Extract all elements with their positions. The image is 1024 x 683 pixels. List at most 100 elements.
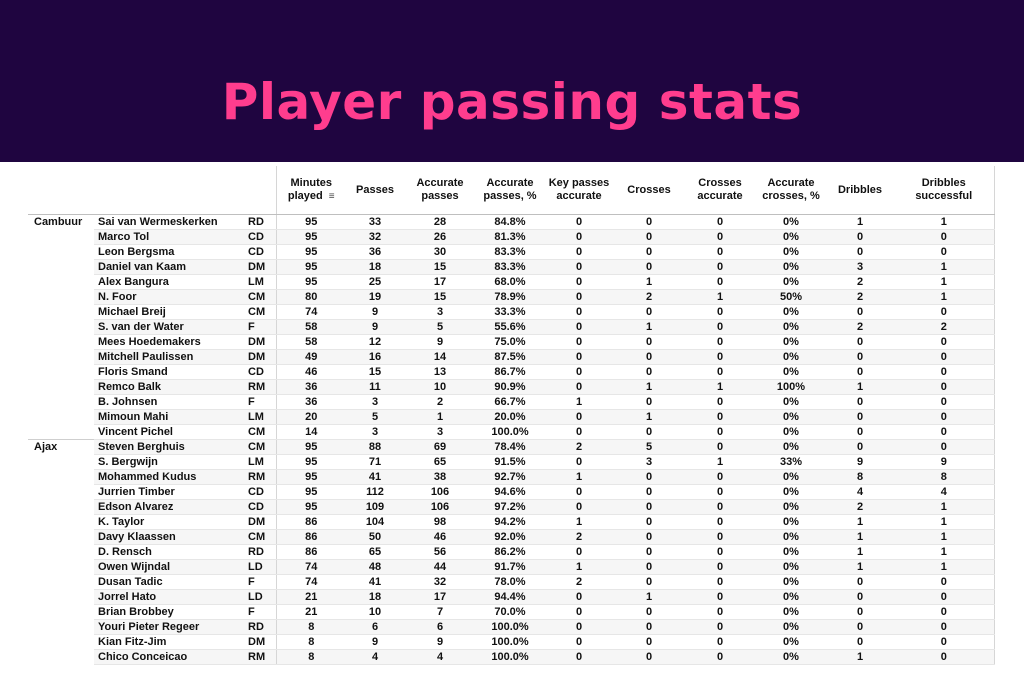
passes-cell: 112 bbox=[346, 484, 404, 500]
table-row[interactable]: Remco Balk RM 36 11 10 90.9% 0 1 1 100% 1 0 bbox=[28, 379, 995, 395]
crosses-cell: 0 bbox=[614, 349, 684, 365]
key-passes-cell: 0 bbox=[544, 349, 614, 365]
dribbles-successful-cell: 1 bbox=[894, 544, 995, 560]
table-row[interactable]: Owen Wijndal LD 74 48 44 91.7% 1 0 0 0% 1 1 bbox=[28, 559, 995, 575]
accurate-crosses-pct-cell: 0% bbox=[756, 649, 826, 665]
crosses-cell: 0 bbox=[614, 604, 684, 620]
header-accurate-passes[interactable]: Accurate passes bbox=[404, 166, 476, 215]
table-row[interactable]: K. Taylor DM 86 104 98 94.2% 1 0 0 0% 1 1 bbox=[28, 514, 995, 530]
table-row[interactable]: Cambuur Sai van Wermeskerken RD 95 33 28 84.8%… bbox=[28, 214, 995, 230]
table-row[interactable]: B. Johnsen F 36 3 2 66.7% 1 0 0 0% 0 0 bbox=[28, 394, 995, 410]
header-accurate-crosses-pct[interactable]: Accurate crosses, % bbox=[756, 166, 826, 215]
table-row[interactable]: Youri Pieter Regeer RD 8 6 6 100.0% 0 0 0 0% 0 0 bbox=[28, 619, 995, 635]
team-cell bbox=[28, 245, 94, 260]
position-cell: CM bbox=[242, 529, 276, 545]
minutes-cell: 95 bbox=[275, 469, 346, 485]
minutes-cell: 95 bbox=[275, 499, 346, 515]
position-cell: DM bbox=[242, 634, 276, 650]
passes-cell: 32 bbox=[346, 229, 404, 245]
dribbles-successful-cell: 0 bbox=[894, 364, 995, 380]
table-row[interactable]: Mees Hoedemakers DM 58 12 9 75.0% 0 0 0 0% 0 0 bbox=[28, 334, 995, 350]
minutes-cell: 95 bbox=[275, 439, 346, 455]
table-row[interactable]: Edson Alvarez CD 95 109 106 97.2% 0 0 0 0% 2 1 bbox=[28, 499, 995, 515]
crosses-cell: 0 bbox=[614, 499, 684, 515]
dribbles-cell: 0 bbox=[826, 574, 894, 590]
team-cell bbox=[28, 335, 94, 350]
team-cell: Ajax bbox=[28, 439, 94, 455]
table-row[interactable]: Jurrien Timber CD 95 112 106 94.6% 0 0 0 0% 4 4 bbox=[28, 484, 995, 500]
accurate-crosses-pct-cell: 0% bbox=[756, 229, 826, 245]
passes-cell: 36 bbox=[346, 244, 404, 260]
accurate-crosses-pct-cell: 0% bbox=[756, 304, 826, 320]
crosses-cell: 0 bbox=[614, 424, 684, 440]
table-row[interactable]: Michael Breij CM 74 9 3 33.3% 0 0 0 0% 0 0 bbox=[28, 304, 995, 320]
accurate-crosses-pct-cell: 0% bbox=[756, 619, 826, 635]
crosses-cell: 0 bbox=[614, 334, 684, 350]
crosses-cell: 0 bbox=[614, 229, 684, 245]
dribbles-cell: 0 bbox=[826, 589, 894, 605]
table-row[interactable]: S. Bergwijn LM 95 71 65 91.5% 0 3 1 33% 9 9 bbox=[28, 454, 995, 470]
header-dribbles-successful[interactable]: Dribbles successful bbox=[894, 166, 995, 215]
accurate-passes-cell: 5 bbox=[404, 319, 476, 335]
header-crosses[interactable]: Crosses bbox=[614, 166, 684, 215]
key-passes-cell: 1 bbox=[544, 394, 614, 410]
table-row[interactable]: Floris Smand CD 46 15 13 86.7% 0 0 0 0% 0 0 bbox=[28, 364, 995, 380]
crosses-accurate-cell: 0 bbox=[684, 484, 756, 500]
table-row[interactable]: Alex Bangura LM 95 25 17 68.0% 0 1 0 0% 2 1 bbox=[28, 274, 995, 290]
dribbles-cell: 0 bbox=[826, 424, 894, 440]
dribbles-cell: 2 bbox=[826, 319, 894, 335]
table-row[interactable]: Vincent Pichel CM 14 3 3 100.0% 0 0 0 0% 0 0 bbox=[28, 424, 995, 440]
crosses-accurate-cell: 0 bbox=[684, 544, 756, 560]
dribbles-successful-cell: 0 bbox=[894, 334, 995, 350]
accurate-passes-cell: 38 bbox=[404, 469, 476, 485]
player-name-cell: Marco Tol bbox=[94, 229, 242, 245]
table-row[interactable]: Daniel van Kaam DM 95 18 15 83.3% 0 0 0 0% 3 1 bbox=[28, 259, 995, 275]
position-cell: F bbox=[242, 604, 276, 620]
passes-cell: 9 bbox=[346, 634, 404, 650]
sort-icon[interactable]: ≡ bbox=[328, 191, 335, 202]
dribbles-successful-cell: 0 bbox=[894, 619, 995, 635]
table-row[interactable]: Kian Fitz-Jim DM 8 9 9 100.0% 0 0 0 0% 0 0 bbox=[28, 634, 995, 650]
key-passes-cell: 0 bbox=[544, 649, 614, 665]
table-row[interactable]: Ajax Steven Berghuis CM 95 88 69 78.4% 2 5 0 0% 0 0 bbox=[28, 439, 995, 455]
table-row[interactable]: Leon Bergsma CD 95 36 30 83.3% 0 0 0 0% 0 0 bbox=[28, 244, 995, 260]
accurate-passes-pct-cell: 94.4% bbox=[476, 589, 544, 605]
accurate-passes-pct-cell: 86.2% bbox=[476, 544, 544, 560]
accurate-passes-cell: 6 bbox=[404, 619, 476, 635]
accurate-passes-pct-cell: 91.7% bbox=[476, 559, 544, 575]
header-passes[interactable]: Passes bbox=[346, 166, 404, 215]
table-row[interactable]: Chico Conceicao RM 8 4 4 100.0% 0 0 0 0% 1 0 bbox=[28, 649, 995, 665]
table-row[interactable]: S. van der Water F 58 9 5 55.6% 0 1 0 0% 2 2 bbox=[28, 319, 995, 335]
table-row[interactable]: Davy Klaassen CM 86 50 46 92.0% 2 0 0 0% 1 1 bbox=[28, 529, 995, 545]
passes-cell: 9 bbox=[346, 304, 404, 320]
header-dribbles[interactable]: Dribbles bbox=[826, 166, 894, 215]
accurate-crosses-pct-cell: 0% bbox=[756, 514, 826, 530]
minutes-cell: 14 bbox=[275, 424, 346, 440]
accurate-passes-cell: 98 bbox=[404, 514, 476, 530]
header-minutes[interactable]: Minutes played ≡ bbox=[275, 166, 346, 215]
header-key-passes[interactable]: Key passes accurate bbox=[544, 166, 614, 215]
key-passes-cell: 0 bbox=[544, 454, 614, 470]
table-row[interactable]: Marco Tol CD 95 32 26 81.3% 0 0 0 0% 0 0 bbox=[28, 229, 995, 245]
dribbles-successful-cell: 1 bbox=[894, 259, 995, 275]
player-name-cell: B. Johnsen bbox=[94, 394, 242, 410]
header-crosses-accurate[interactable]: Crosses accurate bbox=[684, 166, 756, 215]
table-row[interactable]: Dusan Tadic F 74 41 32 78.0% 2 0 0 0% 0 0 bbox=[28, 574, 995, 590]
accurate-crosses-pct-cell: 0% bbox=[756, 274, 826, 290]
player-name-cell: S. van der Water bbox=[94, 319, 242, 335]
dribbles-cell: 0 bbox=[826, 619, 894, 635]
table-row[interactable]: Mitchell Paulissen DM 49 16 14 87.5% 0 0 0 0% 0 0 bbox=[28, 349, 995, 365]
accurate-passes-cell: 56 bbox=[404, 544, 476, 560]
table-row[interactable]: Mimoun Mahi LM 20 5 1 20.0% 0 1 0 0% 0 0 bbox=[28, 409, 995, 425]
dribbles-successful-cell: 1 bbox=[894, 499, 995, 515]
table-row[interactable]: Jorrel Hato LD 21 18 17 94.4% 0 1 0 0% 0 0 bbox=[28, 589, 995, 605]
position-cell: RM bbox=[242, 649, 276, 665]
table-row[interactable]: N. Foor CM 80 19 15 78.9% 0 2 1 50% 2 1 bbox=[28, 289, 995, 305]
header-team bbox=[28, 166, 94, 215]
key-passes-cell: 0 bbox=[544, 589, 614, 605]
header-accurate-passes-pct[interactable]: Accurate passes, % bbox=[476, 166, 544, 215]
table-row[interactable]: Mohammed Kudus RM 95 41 38 92.7% 1 0 0 0% 8 8 bbox=[28, 469, 995, 485]
table-row[interactable]: Brian Brobbey F 21 10 7 70.0% 0 0 0 0% 0 0 bbox=[28, 604, 995, 620]
table-row[interactable]: D. Rensch RD 86 65 56 86.2% 0 0 0 0% 1 1 bbox=[28, 544, 995, 560]
accurate-passes-pct-cell: 68.0% bbox=[476, 274, 544, 290]
